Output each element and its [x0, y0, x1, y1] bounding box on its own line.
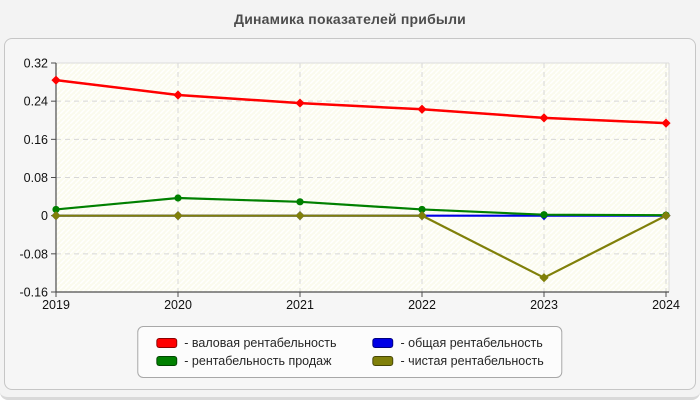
x-axis-label: 2023 [530, 298, 558, 312]
x-axis-label: 2022 [408, 298, 436, 312]
chart-title: Динамика показателей прибыли [234, 11, 466, 27]
data-point-marker [295, 98, 305, 108]
data-point-marker [52, 205, 60, 214]
y-axis-label: 0.32 [24, 57, 48, 71]
y-axis-label: 0.08 [24, 171, 48, 185]
chart-panel: 0.32 0.24 0.16 0.08 0 -0.08 -0.16 2019 2020 2021 2… [4, 38, 696, 390]
legend-swatch-overall-margin [372, 338, 394, 348]
data-point-marker [51, 75, 61, 85]
data-point-marker [295, 211, 305, 221]
y-axis-label: -0.16 [20, 286, 49, 300]
legend-label-sales-margin: - рентабельность продаж [184, 354, 332, 368]
x-axis-label: 2020 [164, 298, 192, 312]
data-point-marker [174, 194, 182, 202]
legend-item-net-margin: - чистая рентабельность [372, 354, 544, 368]
data-point-marker [417, 211, 427, 221]
legend-label-gross-margin: - валовая рентабельность [184, 336, 337, 350]
x-axis-label: 2021 [286, 298, 314, 312]
legend-swatch-sales-margin [156, 356, 178, 366]
x-axis-label: 2019 [42, 298, 70, 312]
legend-label-net-margin: - чистая рентабельность [400, 354, 544, 368]
data-point-marker [661, 118, 671, 128]
legend-label-overall-margin: - общая рентабельность [400, 336, 543, 350]
data-point-marker [661, 211, 671, 221]
legend: - валовая рентабельность - рентабельност… [137, 326, 563, 378]
y-axis-label: 0.24 [24, 95, 48, 109]
series-line-2 [55, 196, 667, 217]
data-point-marker [540, 211, 548, 219]
data-point-marker [51, 211, 61, 221]
y-axis-label: 0 [41, 209, 48, 223]
x-axis-label: 2024 [652, 298, 680, 312]
data-point-marker [173, 211, 183, 221]
data-point-marker [539, 113, 549, 123]
y-axis-label: 0.16 [24, 133, 48, 147]
y-axis-label: -0.08 [20, 247, 49, 261]
legend-swatch-net-margin [372, 356, 394, 366]
data-point-marker [539, 273, 549, 283]
legend-item-overall-margin: - общая рентабельность [372, 336, 544, 350]
data-point-marker [418, 205, 426, 214]
legend-item-sales-margin: - рентабельность продаж [156, 354, 336, 368]
data-point-marker [296, 198, 304, 206]
legend-swatch-gross-margin [156, 338, 178, 348]
series-line-4 [56, 214, 667, 279]
series-line-1 [55, 78, 667, 125]
legend-item-gross-margin: - валовая рентабельность [156, 336, 337, 350]
data-point-marker [173, 90, 183, 100]
data-point-marker [417, 104, 427, 114]
